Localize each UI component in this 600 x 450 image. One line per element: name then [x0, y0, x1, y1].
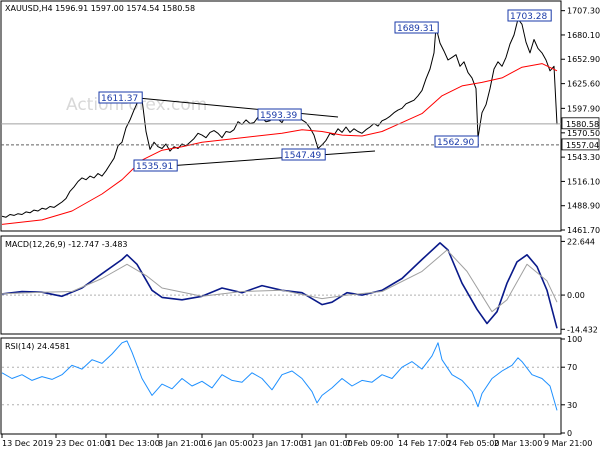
rsi-series [1, 340, 558, 411]
price-y-tick-label: 1570.50 [567, 129, 600, 138]
price-callout-label: 1593.39 [260, 111, 297, 121]
current-price-tag [561, 117, 600, 130]
price-y-axis: 1707.30 1680.10 1652.90 1625.60 1597.90 1570.… [561, 7, 600, 235]
price-callout-label: 1547.49 [284, 151, 321, 161]
time-tick-label: 23 Dec 01:00 [56, 439, 110, 448]
time-tick-label: 24 Feb 05:00 [447, 439, 499, 448]
price-callout-label: 1611.37 [101, 94, 138, 104]
time-tick-label: 13 Dec 2019 [2, 439, 53, 448]
price-y-tick-label: 1461.70 [567, 226, 600, 235]
macd-series [1, 242, 558, 329]
price-callout-box [434, 135, 479, 148]
rsi-y-tick-label: 0 [567, 429, 572, 438]
price-callouts: 1611.37 1593.39 1535.91 1547.49 1689.31 1703.… [98, 9, 552, 172]
price-y-tick-label: 1597.90 [567, 104, 600, 113]
macd-signal-line [1, 249, 558, 313]
price-callout-label: 1562.90 [437, 138, 474, 148]
price-callout-label: 1703.28 [510, 12, 547, 22]
price-series [1, 18, 558, 225]
macd-panel-title: MACD(12,26,9) -12.747 -3.483 [5, 240, 128, 249]
time-tick-label: 9 Mar 21:00 [544, 439, 592, 448]
current-price-label: 1580.58 [566, 120, 599, 129]
rsi-y-tick-label: 30 [567, 401, 577, 410]
time-tick-label: 14 Feb 17:00 [398, 439, 450, 448]
price-panel: ActionForex.com 1611.371593.391535.91154… [0, 0, 600, 235]
price-callout-box [281, 148, 326, 161]
price-callout-box [98, 91, 143, 104]
rsi-panel-frame [0, 337, 562, 435]
price-y-tick-label: 1652.90 [567, 55, 600, 64]
macd-main-line [1, 242, 558, 329]
rsi-y-tick-label: 100 [567, 335, 582, 344]
time-tick-label: 7 Feb 09:00 [346, 439, 393, 448]
price-callout-box [257, 108, 302, 121]
upper-trendline [137, 97, 339, 118]
macd-y-tick-label: 22.644 [567, 237, 595, 246]
price-callout-label: 1689.31 [397, 24, 434, 34]
price-panel-title: XAUUSD,H4 1596.91 1597.00 1574.54 1580.5… [5, 4, 195, 13]
support-price-tag [561, 138, 600, 151]
rsi-panel-title: RSI(14) 24.4581 [5, 342, 70, 351]
time-tick-label: 31 Dec 13:00 [106, 439, 160, 448]
price-y-tick-label: 1488.90 [567, 202, 600, 211]
rsi-panel: RSI(14) 24.4581 100 70 30 0 [0, 335, 582, 438]
rsi-y-tick-label: 70 [567, 363, 577, 372]
macd-y-tick-label: -14.432 [567, 325, 598, 334]
price-close-line [1, 18, 558, 218]
price-y-tick-label: 1680.10 [567, 31, 600, 40]
lower-trendline [167, 150, 376, 167]
price-y-tick-label: 1543.30 [567, 153, 600, 162]
time-tick-label: 8 Jan 21:00 [158, 439, 204, 448]
time-tick-label: 2 Mar 13:00 [494, 439, 542, 448]
price-callout-box [394, 21, 439, 34]
price-y-tick-label: 1625.60 [567, 80, 600, 89]
price-y-tick-label: 1707.30 [567, 7, 600, 16]
macd-y-tick-label: 0.00 [567, 291, 585, 300]
rsi-rsi-line [1, 340, 558, 411]
price-callout-box [507, 9, 552, 22]
support-price-label: 1557.04 [566, 141, 599, 150]
macd-panel: MACD(12,26,9) -12.747 -3.483 22.644 0.00 -… [0, 235, 598, 335]
time-tick-label: 31 Jan 01:00 [302, 439, 353, 448]
price-callout-box [133, 159, 178, 172]
time-tick-label: 16 Jan 05:00 [202, 439, 253, 448]
trendlines [137, 97, 376, 167]
time-tick-label: 23 Jan 17:00 [253, 439, 304, 448]
price-y-tick-label: 1516.10 [567, 177, 600, 186]
price-callout-label: 1535.91 [136, 162, 173, 172]
rsi-y-axis: 100 70 30 0 [561, 335, 582, 438]
price-moving-average-line [1, 63, 558, 225]
macd-y-axis: 22.644 0.00 -14.432 [561, 237, 598, 334]
macd-panel-frame [0, 235, 562, 335]
rsi-gridlines [2, 366, 560, 406]
price-tags: 1580.58 1557.04 [561, 117, 600, 151]
